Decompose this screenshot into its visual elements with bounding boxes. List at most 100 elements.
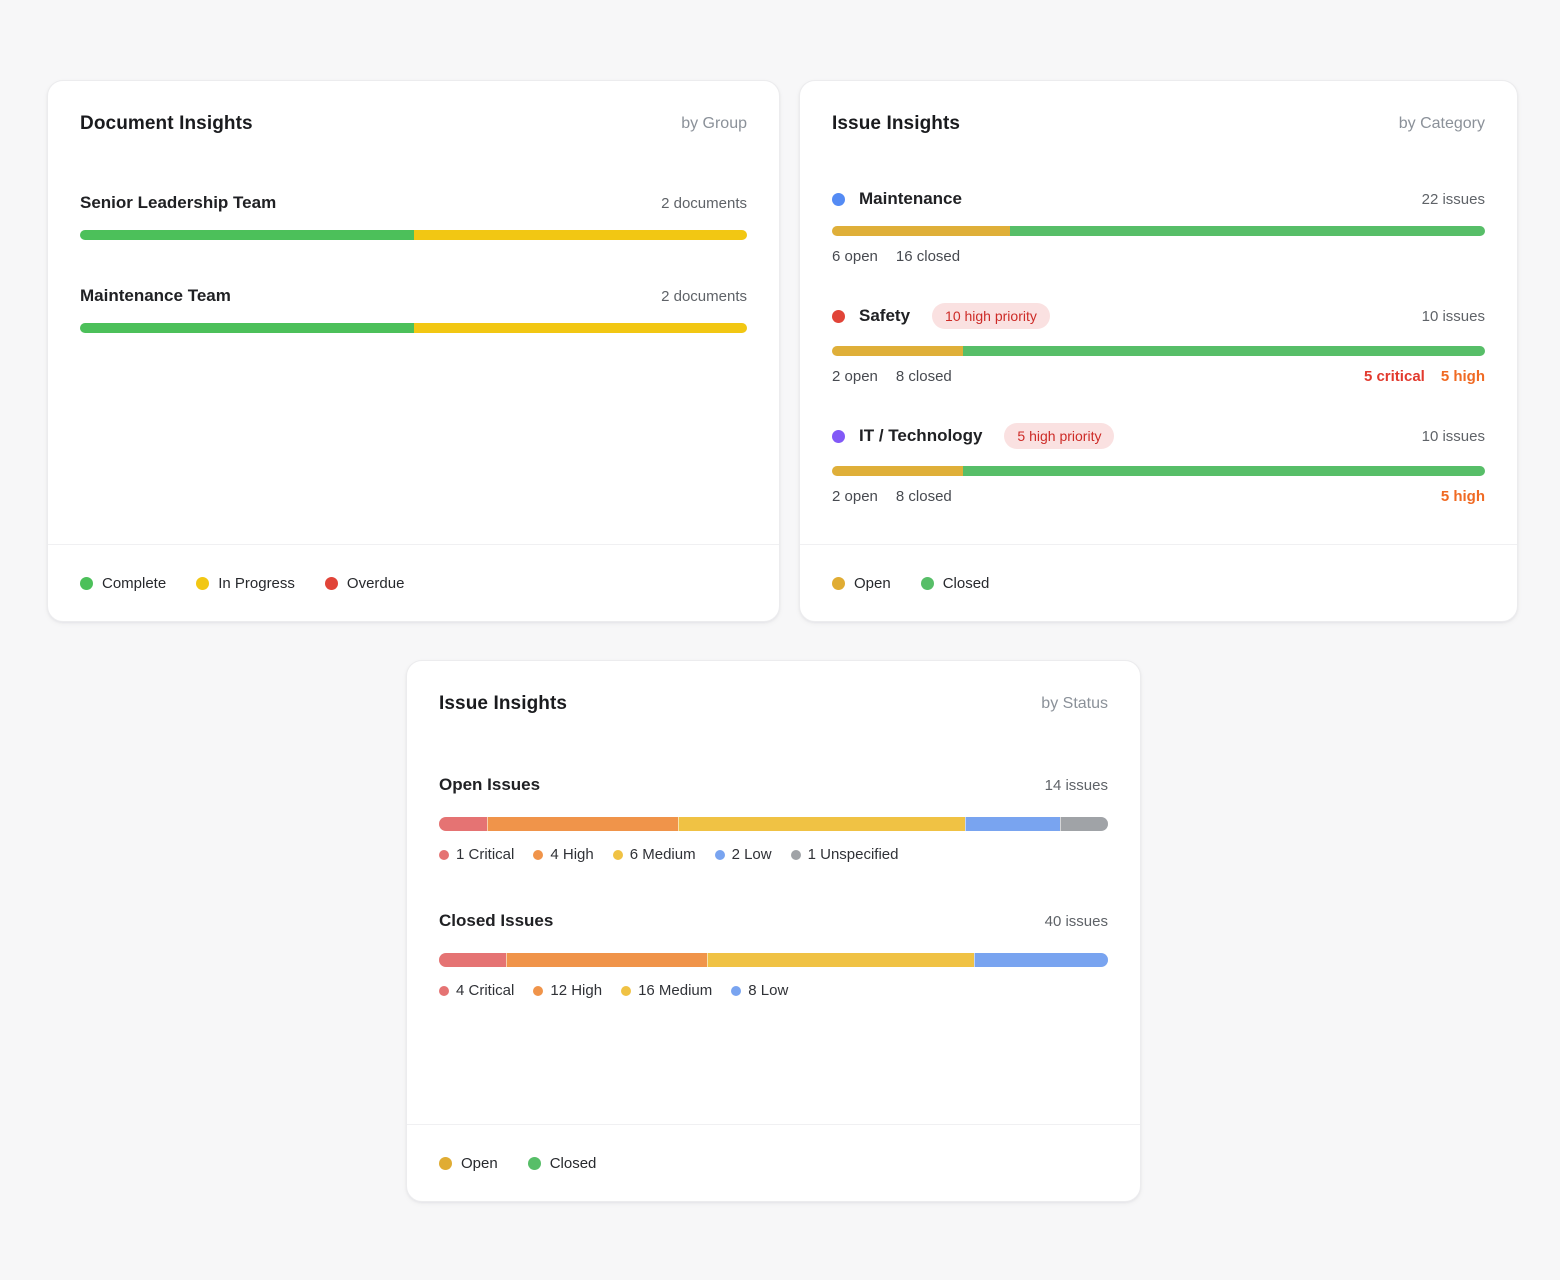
legend-label: In Progress	[218, 575, 295, 592]
status-section-closed: Closed Issues 40 issues 4 Critical12 Hig…	[439, 911, 1108, 999]
legend-label: 1 Unspecified	[808, 846, 899, 863]
group-name: Senior Leadership Team	[80, 193, 276, 213]
status-section-open: Open Issues 14 issues 1 Critical 4 High 6 …	[439, 775, 1108, 863]
legend-dot-icon	[533, 850, 543, 860]
open-closed-labels: 2 open 8 closed	[832, 488, 952, 505]
category-name: IT / Technology	[859, 426, 982, 446]
legend-item: 12 High	[533, 982, 602, 999]
row-sub: 2 open 8 closed 5 high	[832, 488, 1485, 505]
legend-dot-icon	[921, 577, 934, 590]
severity-count-label: 5 high	[1441, 368, 1485, 385]
open-count-label: 6 open	[832, 248, 878, 265]
group-row-maintenance-team: Maintenance Team 2 documents	[80, 286, 747, 333]
bar-segment-low	[974, 953, 1108, 967]
legend-item: 1 Critical	[439, 846, 514, 863]
legend-dot-icon	[613, 850, 623, 860]
row-head: Closed Issues 40 issues	[439, 911, 1108, 931]
category-row-safety: Safety 10 high priority 10 issues 2 open…	[832, 303, 1485, 385]
legend-item: Complete	[80, 575, 166, 592]
bar-segment-closed	[963, 346, 1485, 356]
legend-label: Overdue	[347, 575, 405, 592]
bar-segment-complete	[80, 323, 414, 333]
issue-count: 10 issues	[1422, 308, 1485, 325]
legend-item: Open	[439, 1155, 498, 1172]
row-head-left: IT / Technology 5 high priority	[832, 423, 1114, 449]
row-head: IT / Technology 5 high priority 10 issue…	[832, 423, 1485, 449]
severity-count-label: 5 high	[1441, 488, 1485, 505]
legend-item: 8 Low	[731, 982, 788, 999]
document-status-bar	[80, 230, 747, 240]
legend-dot-icon	[533, 986, 543, 996]
group-name: Maintenance Team	[80, 286, 231, 306]
bar-segment-complete	[80, 230, 414, 240]
open-closed-labels: 2 open 8 closed	[832, 368, 952, 385]
legend-item: 4 High	[533, 846, 593, 863]
row-head: Senior Leadership Team 2 documents	[80, 193, 747, 213]
bar-segment-unspecified	[1060, 817, 1108, 831]
row-sub: 6 open 16 closed	[832, 248, 1485, 265]
legend-label: 6 Medium	[630, 846, 696, 863]
card-legend: OpenClosed	[800, 544, 1517, 621]
row-head: Maintenance Team 2 documents	[80, 286, 747, 306]
legend-dot-icon	[439, 850, 449, 860]
issue-count: 40 issues	[1045, 913, 1108, 930]
card-title: Issue Insights	[832, 113, 960, 135]
legend-dot-icon	[439, 986, 449, 996]
bar-segment-closed	[1010, 226, 1485, 236]
legend-item: Closed	[921, 575, 990, 592]
document-count: 2 documents	[661, 288, 747, 305]
category-dot-icon	[832, 430, 845, 443]
legend-dot-icon	[325, 577, 338, 590]
open-count-label: 2 open	[832, 488, 878, 505]
bar-segment-open	[832, 346, 963, 356]
card-subtitle: by Status	[1041, 695, 1108, 713]
card-header: Document Insights by Group	[48, 81, 779, 135]
severity-distribution-bar	[439, 817, 1108, 831]
status-name: Open Issues	[439, 775, 540, 795]
closed-count-label: 8 closed	[896, 368, 952, 385]
legend-label: Open	[461, 1155, 498, 1172]
legend-dot-icon	[715, 850, 725, 860]
bar-segment-in-progress	[414, 323, 748, 333]
card-title: Issue Insights	[439, 693, 567, 715]
group-row-senior-leadership: Senior Leadership Team 2 documents	[80, 193, 747, 240]
card-body: Maintenance 22 issues 6 open 16 closed	[800, 189, 1517, 505]
bar-segment-medium	[707, 953, 975, 967]
severity-labels: 5 high	[1441, 488, 1485, 505]
legend-label: 8 Low	[748, 982, 788, 999]
legend-item: 6 Medium	[613, 846, 696, 863]
row-head: Maintenance 22 issues	[832, 189, 1485, 209]
legend-dot-icon	[80, 577, 93, 590]
card-subtitle: by Category	[1399, 115, 1485, 133]
row-head-left: Maintenance	[832, 189, 962, 209]
legend-dot-icon	[832, 577, 845, 590]
card-body: Open Issues 14 issues 1 Critical 4 High 6 …	[407, 775, 1140, 999]
issue-count: 14 issues	[1045, 777, 1108, 794]
bar-segment-open	[832, 226, 1010, 236]
severity-legend: 1 Critical 4 High 6 Medium 2 Low 1 Unspecifi…	[439, 846, 1108, 863]
legend-label: Closed	[943, 575, 990, 592]
legend-dot-icon	[196, 577, 209, 590]
legend-item: Closed	[528, 1155, 597, 1172]
legend-label: 4 High	[550, 846, 593, 863]
high-priority-badge: 5 high priority	[1004, 423, 1114, 449]
row-head-left: Safety 10 high priority	[832, 303, 1050, 329]
category-row-it-technology: IT / Technology 5 high priority 10 issue…	[832, 423, 1485, 505]
legend-dot-icon	[621, 986, 631, 996]
legend-dot-icon	[439, 1157, 452, 1170]
bar-segment-medium	[678, 817, 965, 831]
severity-labels: 5 critical 5 high	[1364, 368, 1485, 385]
open-count-label: 2 open	[832, 368, 878, 385]
legend-item: 2 Low	[715, 846, 772, 863]
issue-count: 22 issues	[1422, 191, 1485, 208]
card-body: Senior Leadership Team 2 documents Maint…	[48, 193, 779, 333]
legend-label: Complete	[102, 575, 166, 592]
severity-count-label: 5 critical	[1364, 368, 1425, 385]
severity-distribution-bar	[439, 953, 1108, 967]
open-closed-bar	[832, 226, 1485, 236]
legend-label: Closed	[550, 1155, 597, 1172]
legend-item: Overdue	[325, 575, 405, 592]
open-closed-bar	[832, 466, 1485, 476]
category-dot-icon	[832, 310, 845, 323]
high-priority-badge: 10 high priority	[932, 303, 1050, 329]
